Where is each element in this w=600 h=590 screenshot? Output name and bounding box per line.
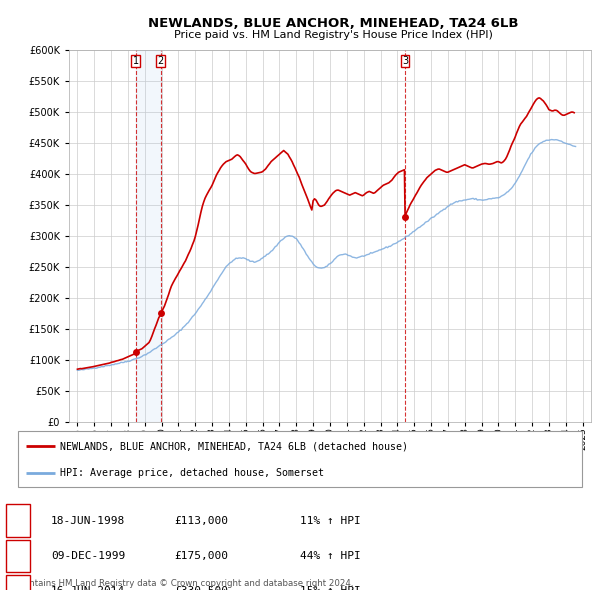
Text: Contains HM Land Registry data © Crown copyright and database right 2024.
This d: Contains HM Land Registry data © Crown c… — [18, 579, 353, 590]
Text: HPI: Average price, detached house, Somerset: HPI: Average price, detached house, Some… — [60, 468, 325, 478]
Text: £113,000: £113,000 — [174, 516, 228, 526]
Text: Price paid vs. HM Land Registry's House Price Index (HPI): Price paid vs. HM Land Registry's House … — [173, 30, 493, 40]
Text: 2: 2 — [157, 55, 164, 65]
Text: £175,000: £175,000 — [174, 551, 228, 561]
Text: 15% ↑ HPI: 15% ↑ HPI — [300, 586, 361, 590]
FancyBboxPatch shape — [18, 431, 582, 487]
Text: 3: 3 — [402, 55, 408, 65]
Text: 11% ↑ HPI: 11% ↑ HPI — [300, 516, 361, 526]
Text: 44% ↑ HPI: 44% ↑ HPI — [300, 551, 361, 561]
Text: 18-JUN-1998: 18-JUN-1998 — [51, 516, 125, 526]
Text: NEWLANDS, BLUE ANCHOR, MINEHEAD, TA24 6LB: NEWLANDS, BLUE ANCHOR, MINEHEAD, TA24 6L… — [148, 17, 518, 30]
Text: £330,500: £330,500 — [174, 586, 228, 590]
Text: 3: 3 — [14, 586, 22, 590]
Text: 2: 2 — [14, 551, 22, 561]
Bar — [136, 50, 161, 422]
Text: 1: 1 — [14, 516, 22, 526]
Text: NEWLANDS, BLUE ANCHOR, MINEHEAD, TA24 6LB (detached house): NEWLANDS, BLUE ANCHOR, MINEHEAD, TA24 6L… — [60, 441, 409, 451]
Text: 16-JUN-2014: 16-JUN-2014 — [51, 586, 125, 590]
Text: 1: 1 — [133, 55, 139, 65]
Text: 09-DEC-1999: 09-DEC-1999 — [51, 551, 125, 561]
